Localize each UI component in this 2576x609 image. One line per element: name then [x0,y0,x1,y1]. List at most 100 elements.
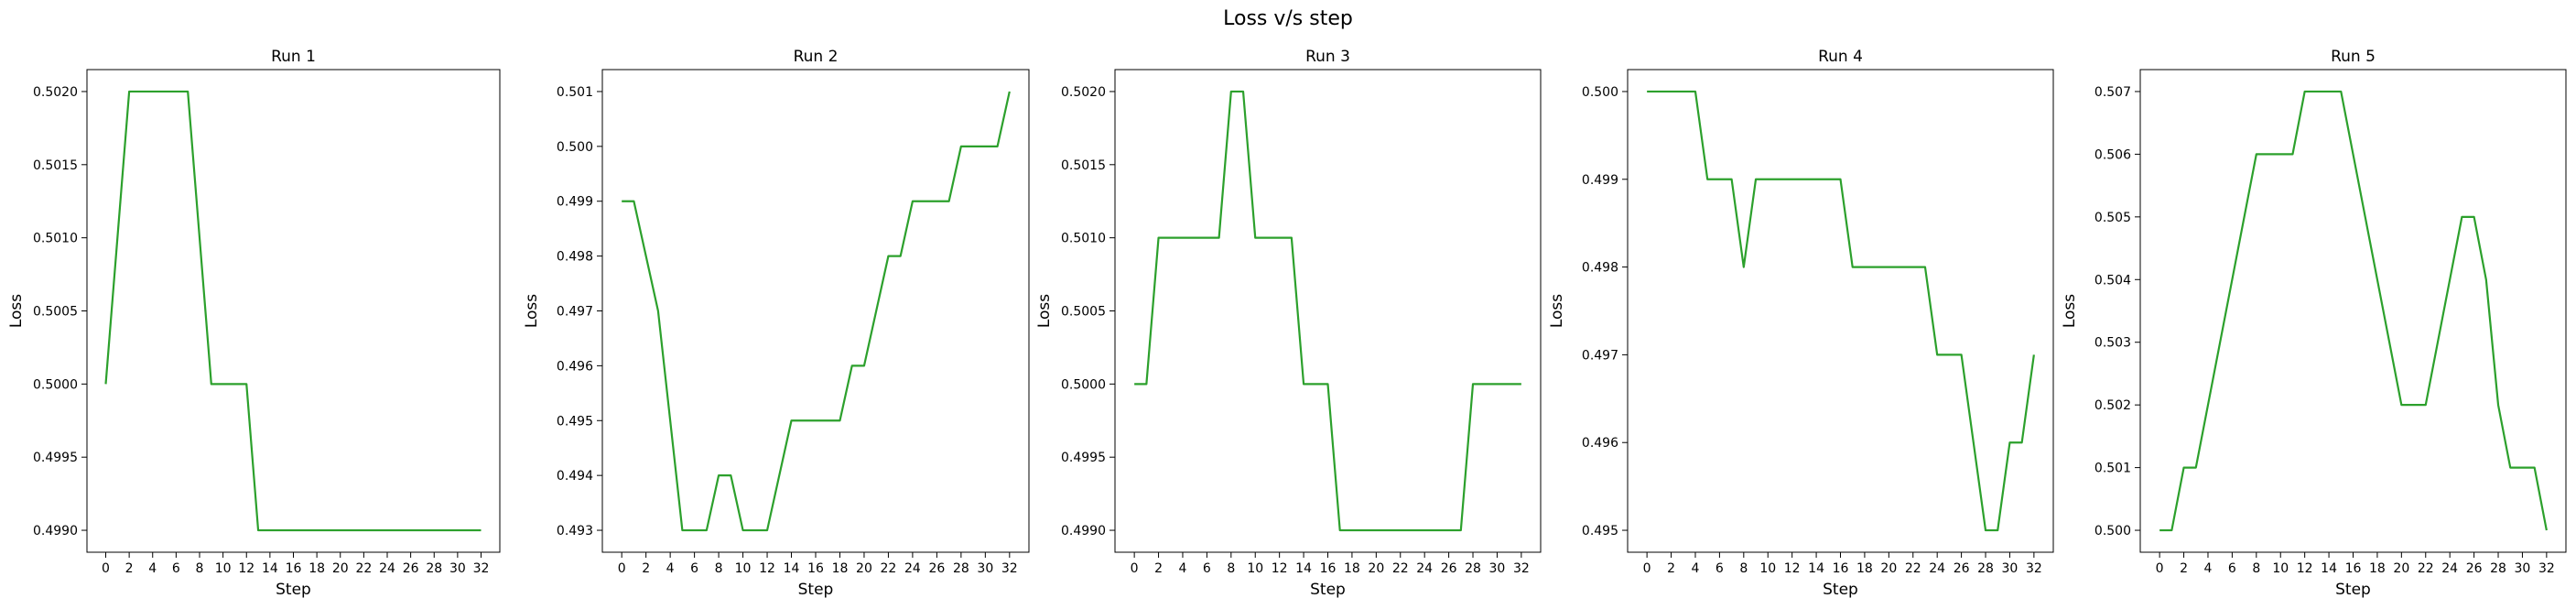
x-tick-label: 2 [2180,561,2188,576]
y-tick-label: 0.505 [2094,211,2131,225]
y-tick-label: 0.496 [1582,436,1618,451]
x-tick-label: 20 [1368,561,1384,576]
y-tick-label: 0.4990 [33,524,78,538]
y-tick-label: 0.499 [1582,173,1618,188]
x-tick-label: 14 [1295,561,1312,576]
axes-frame [601,69,1030,553]
x-tick-label: 18 [1344,561,1360,576]
y-tick-label: 0.5015 [33,158,78,173]
subplot-title: Run 1 [271,48,316,66]
x-tick-label: 28 [1465,561,1481,576]
x-tick-label: 30 [1489,561,1506,576]
x-tick-label: 10 [215,561,232,576]
x-tick-label: 8 [196,561,204,576]
x-tick-label: 26 [2466,561,2483,576]
x-tick-label: 2 [642,561,650,576]
x-tick-label: 16 [807,561,824,576]
x-axis-label: Step [1310,581,1346,599]
x-tick-label: 24 [1416,561,1433,576]
y-tick-label: 0.496 [557,359,593,374]
x-tick-label: 12 [1784,561,1801,576]
x-tick-label: 8 [715,561,723,576]
x-tick-label: 14 [2321,561,2337,576]
y-tick-label: 0.500 [1582,85,1618,100]
x-tick-label: 28 [953,561,969,576]
x-tick-label: 6 [2228,561,2236,576]
y-axis-label: Loss [2061,294,2079,328]
y-tick-label: 0.493 [557,524,593,538]
x-tick-label: 28 [2490,561,2506,576]
y-tick-label: 0.495 [557,414,593,429]
x-tick-label: 32 [1513,561,1530,576]
x-tick-label: 16 [2345,561,2362,576]
x-tick-label: 28 [1977,561,1994,576]
subplot-title: Run 4 [1818,48,1863,66]
axes-frame [1627,69,2054,553]
x-tick-label: 22 [355,561,372,576]
y-tick-label: 0.4995 [33,451,78,465]
x-tick-label: 32 [2026,561,2042,576]
subplot-run-1: Run 10 2 4 6 8 10 12 14 16 18 20 22 24 26 28 30 320.4990… [7,48,501,599]
y-axis-label: Loss [1035,294,1054,328]
y-tick-label: 0.499 [557,195,593,210]
x-tick-label: 14 [784,561,800,576]
x-tick-label: 4 [148,561,157,576]
y-tick-label: 0.502 [2094,398,2131,413]
x-tick-label: 4 [1179,561,1187,576]
x-tick-label: 12 [759,561,775,576]
x-tick-label: 16 [1833,561,1849,576]
x-tick-label: 30 [2515,561,2531,576]
x-tick-label: 8 [1227,561,1235,576]
x-tick-label: 8 [2252,561,2260,576]
y-tick-label: 0.5005 [1061,305,1106,320]
subplot-run-3: Run 30 2 4 6 8 10 12 14 16 18 20 22 24 26 28 30 320.4990… [1035,48,1542,599]
x-tick-label: 32 [1001,561,1018,576]
x-axis-label: Step [1823,581,1858,599]
y-tick-label: 0.5010 [1061,232,1106,246]
y-tick-label: 0.500 [557,140,593,155]
x-tick-label: 2 [1154,561,1163,576]
subplot-run-2: Run 20 2 4 6 8 10 12 14 16 18 20 22 24 26 28 30 320.4930… [523,48,1030,599]
y-tick-label: 0.5005 [33,305,78,320]
x-tick-label: 0 [618,561,626,576]
x-tick-label: 10 [2272,561,2289,576]
x-tick-label: 22 [1392,561,1409,576]
y-tick-label: 0.507 [2094,85,2131,100]
x-tick-label: 0 [102,561,110,576]
x-tick-label: 20 [332,561,349,576]
y-tick-label: 0.4995 [1061,451,1106,465]
x-tick-label: 24 [1929,561,1945,576]
loss-series-line [622,91,1011,532]
x-tick-label: 30 [449,561,466,576]
x-tick-label: 12 [1272,561,1288,576]
axes-frame [1114,69,1542,553]
x-tick-label: 18 [1856,561,1873,576]
subplot-title: Run 3 [1305,48,1350,66]
x-tick-label: 26 [403,561,419,576]
x-tick-label: 30 [977,561,993,576]
y-tick-label: 0.501 [557,85,593,100]
y-tick-label: 0.498 [1582,261,1618,276]
x-tick-label: 10 [1247,561,1263,576]
x-axis-label: Step [276,581,311,599]
x-tick-label: 24 [904,561,921,576]
figure-suptitle: Loss v/s step [1223,7,1353,30]
y-axis-label: Loss [523,294,541,328]
y-tick-label: 0.5020 [1061,85,1106,100]
x-tick-label: 0 [1131,561,1139,576]
axes-frame [2139,69,2567,553]
y-axis-label: Loss [7,294,26,328]
loss-series-line [2159,90,2548,532]
x-tick-label: 26 [1441,561,1457,576]
x-axis-label: Step [2335,581,2371,599]
x-tick-label: 2 [1667,561,1675,576]
y-tick-label: 0.497 [557,305,593,320]
y-tick-label: 0.506 [2094,147,2131,162]
x-tick-label: 30 [2002,561,2019,576]
x-tick-label: 6 [1203,561,1211,576]
y-tick-label: 0.5020 [33,85,78,100]
y-tick-label: 0.5015 [1061,158,1106,173]
y-tick-label: 0.504 [2094,273,2131,288]
x-tick-label: 20 [1880,561,1897,576]
